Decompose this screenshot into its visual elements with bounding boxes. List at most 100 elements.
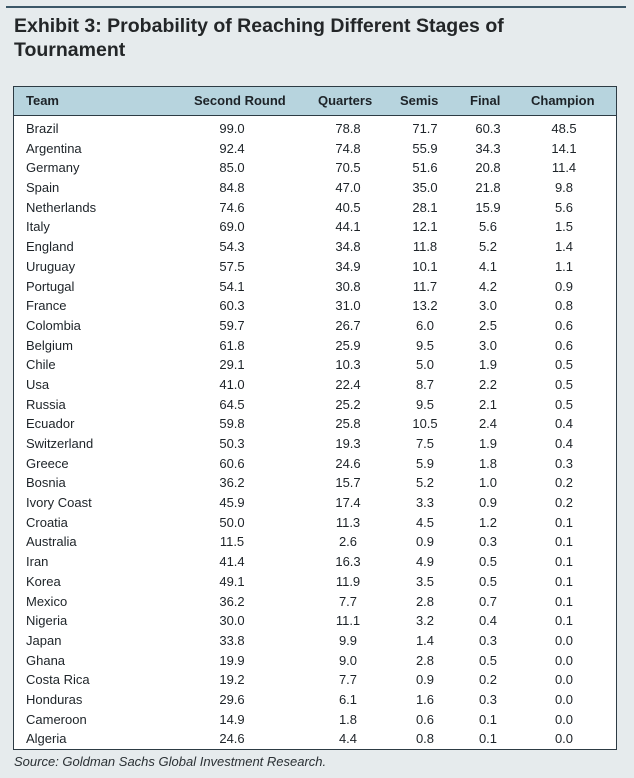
- quarters-cell: 2.6: [338, 534, 358, 550]
- column-header-team: Team: [26, 93, 59, 108]
- champion-cell: 0.3: [554, 455, 574, 471]
- semis-cell: 3.2: [415, 613, 435, 629]
- semis-cell: 5.9: [415, 455, 435, 471]
- quarters-cell: 19.3: [335, 436, 361, 451]
- table-row: Greece 60.6 24.6 5.9 1.8 0.3: [14, 454, 616, 474]
- table-row: Algeria 24.6 4.4 0.8 0.1 0.0: [14, 729, 616, 749]
- quarters-cell: 17.4: [335, 495, 361, 511]
- team-cell: Belgium: [26, 337, 73, 353]
- final-cell: 2.4: [478, 416, 498, 432]
- champion-cell: 0.0: [554, 652, 574, 668]
- second-round-cell: 30.0: [219, 613, 245, 629]
- quarters-cell: 40.5: [335, 199, 361, 215]
- team-cell: Chile: [26, 357, 56, 373]
- final-cell: 0.7: [478, 593, 498, 609]
- semis-cell: 71.7: [412, 121, 438, 136]
- semis-cell: 11.7: [412, 278, 438, 294]
- second-round-cell: 33.8: [219, 632, 245, 648]
- final-cell: 1.2: [478, 514, 498, 530]
- semis-cell: 55.9: [412, 140, 438, 156]
- team-cell: Algeria: [26, 731, 67, 747]
- final-cell: 4.1: [478, 258, 498, 274]
- table-row: Spain 84.8 47.0 35.0 21.8 9.8: [14, 178, 616, 198]
- team-cell: Greece: [26, 455, 69, 471]
- champion-cell: 9.8: [554, 180, 574, 196]
- second-round-cell: 19.9: [219, 652, 245, 668]
- final-cell: 0.2: [478, 672, 498, 688]
- second-round-cell: 60.3: [219, 298, 245, 314]
- quarters-cell: 25.9: [335, 337, 361, 353]
- team-cell: Nigeria: [26, 613, 68, 629]
- quarters-cell: 9.9: [338, 632, 358, 648]
- semis-cell: 9.5: [415, 337, 435, 353]
- column-header-quarters: Quarters: [318, 93, 373, 108]
- team-cell: Usa: [26, 376, 50, 392]
- quarters-cell: 74.8: [335, 140, 361, 156]
- team-cell: Russia: [26, 396, 66, 412]
- semis-cell: 0.6: [415, 711, 435, 727]
- champion-cell: 0.1: [554, 613, 574, 629]
- second-round-cell: 54.1: [219, 278, 245, 294]
- table-row: Italy 69.0 44.1 12.1 5.6 1.5: [14, 217, 616, 237]
- table-row: Korea 49.1 11.9 3.5 0.5 0.1: [14, 572, 616, 592]
- second-round-cell: 57.5: [219, 258, 245, 274]
- champion-cell: 0.1: [554, 593, 574, 609]
- quarters-cell: 9.0: [338, 652, 358, 668]
- final-cell: 2.5: [478, 317, 498, 333]
- champion-cell: 0.9: [554, 278, 574, 294]
- second-round-cell: 14.9: [219, 711, 245, 727]
- quarters-cell: 25.8: [335, 416, 361, 432]
- champion-cell: 0.1: [554, 514, 574, 530]
- quarters-cell: 30.8: [335, 278, 361, 294]
- table-row: Cameroon 14.9 1.8 0.6 0.1 0.0: [14, 710, 616, 730]
- team-cell: Ghana: [26, 652, 66, 668]
- team-cell: France: [26, 298, 67, 314]
- semis-cell: 10.1: [412, 258, 438, 274]
- second-round-cell: 54.3: [219, 239, 245, 255]
- table-row: Switzerland 50.3 19.3 7.5 1.9 0.4: [14, 434, 616, 454]
- team-cell: Mexico: [26, 593, 68, 609]
- table-row: Ghana 19.9 9.0 2.8 0.5 0.0: [14, 651, 616, 671]
- quarters-cell: 44.1: [335, 219, 361, 235]
- table-row: Belgium 61.8 25.9 9.5 3.0 0.6: [14, 336, 616, 356]
- team-cell: Bosnia: [26, 475, 66, 491]
- semis-cell: 9.5: [415, 396, 435, 412]
- second-round-cell: 85.0: [219, 160, 245, 176]
- team-cell: Spain: [26, 180, 60, 196]
- team-cell: Italy: [26, 219, 50, 235]
- quarters-cell: 26.7: [335, 317, 361, 333]
- quarters-cell: 11.1: [335, 613, 361, 629]
- probability-table: Team Second Round Quarters Semis Final C…: [13, 86, 617, 750]
- final-cell: 2.2: [478, 376, 498, 392]
- final-cell: 2.1: [478, 396, 498, 412]
- champion-cell: 1.5: [554, 219, 574, 235]
- exhibit-title: Exhibit 3: Probability of Reaching Diffe…: [14, 15, 504, 61]
- team-cell: Brazil: [26, 121, 59, 136]
- second-round-cell: 11.5: [219, 534, 245, 550]
- table-row: Netherlands 74.6 40.5 28.1 15.9 5.6: [14, 198, 616, 218]
- second-round-cell: 61.8: [219, 337, 245, 353]
- second-round-cell: 49.1: [219, 573, 245, 589]
- table-row: Germany 85.0 70.5 51.6 20.8 11.4: [14, 158, 616, 178]
- champion-cell: 1.1: [554, 258, 574, 274]
- semis-cell: 7.5: [415, 436, 435, 451]
- second-round-cell: 99.0: [219, 121, 245, 136]
- quarters-cell: 11.3: [335, 514, 361, 530]
- semis-cell: 0.9: [415, 672, 435, 688]
- final-cell: 0.1: [478, 731, 498, 747]
- second-round-cell: 45.9: [219, 495, 245, 511]
- semis-cell: 5.0: [415, 357, 435, 373]
- second-round-cell: 69.0: [219, 219, 245, 235]
- quarters-cell: 7.7: [338, 672, 358, 688]
- semis-cell: 3.3: [415, 495, 435, 511]
- table-row: Brazil 99.0 78.8 71.7 60.3 48.5: [14, 119, 616, 139]
- column-header-final: Final: [470, 93, 501, 108]
- champion-cell: 0.2: [554, 495, 574, 511]
- semis-cell: 4.5: [415, 514, 435, 530]
- team-cell: England: [26, 239, 74, 255]
- team-cell: Portugal: [26, 278, 75, 294]
- column-header-champion: Champion: [531, 93, 595, 108]
- final-cell: 0.4: [478, 613, 498, 629]
- champion-cell: 14.1: [551, 140, 577, 156]
- champion-cell: 0.6: [554, 317, 574, 333]
